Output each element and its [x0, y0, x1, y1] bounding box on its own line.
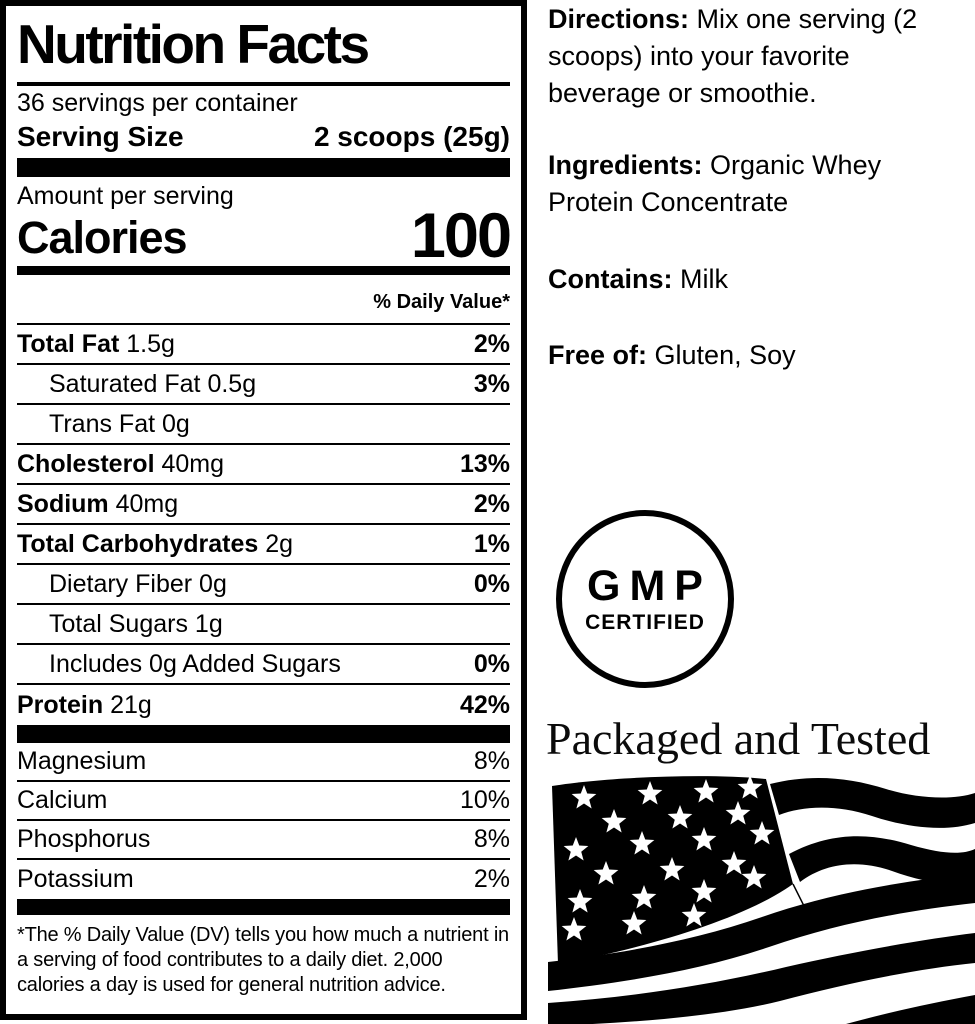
daily-value-footnote: *The % Daily Value (DV) tells you how mu…: [17, 924, 509, 996]
nutrient-amount: 40mg: [161, 449, 225, 478]
ingredients-paragraph: Ingredients: Organic Whey Protein Concen…: [548, 147, 944, 221]
nutrient-dv: 0%: [473, 569, 510, 598]
packaged-and-tested-heading: Packaged and Tested: [546, 713, 931, 764]
amount-per-serving-label: Amount per serving: [17, 182, 234, 210]
mineral-name: Magnesium: [17, 747, 147, 775]
nutrient-amount: 0.5g: [207, 369, 257, 398]
calories-label: Calories: [17, 212, 188, 263]
nutrient-name: Sodium: [17, 489, 109, 518]
separator-bar: [17, 158, 510, 177]
mineral-row-potassium: Potassium 2%: [17, 860, 510, 899]
nutrient-name: Total Fat: [17, 329, 120, 358]
nutrient-row-sodium: Sodium 40mg 2%: [17, 485, 510, 525]
nutrient-row-added-sugars: Includes 0g Added Sugars 0%: [17, 645, 510, 685]
mineral-name: Phosphorus: [17, 825, 151, 853]
serving-size-label: Serving Size: [17, 121, 184, 152]
nutrient-dv: 2%: [473, 489, 510, 518]
nutrient-dv: 0%: [473, 649, 510, 678]
mineral-dv: 8%: [473, 825, 510, 853]
nutrient-row-total-sugars: Total Sugars 1g: [17, 605, 510, 645]
nutrition-facts-panel: Nutrition Facts 36 servings per containe…: [0, 0, 527, 1020]
nutrient-name: Includes 0g Added Sugars: [49, 649, 341, 678]
nutrient-name: Cholesterol: [17, 449, 155, 478]
nutrient-row-saturated-fat: Saturated Fat 0.5g 3%: [17, 365, 510, 405]
nutrient-amount: 2g: [265, 529, 294, 558]
nutrient-amount: 40mg: [115, 489, 179, 518]
daily-value-header: % Daily Value*: [17, 275, 510, 325]
mineral-dv: 2%: [473, 865, 510, 893]
directions-paragraph: Directions: Mix one serving (2 scoops) i…: [548, 1, 944, 112]
separator-bar: [17, 725, 510, 743]
separator-bar: [17, 899, 510, 915]
free-of-text: Gluten, Soy: [654, 340, 796, 370]
nutrient-amount: 1.5g: [126, 329, 175, 358]
mineral-dv: 8%: [473, 747, 510, 775]
free-of-paragraph: Free of: Gluten, Soy: [548, 337, 944, 374]
mineral-name: Potassium: [17, 865, 134, 893]
mineral-row-calcium: Calcium 10%: [17, 782, 510, 821]
nutrition-facts-title: Nutrition Facts: [17, 13, 370, 75]
title-rule: [17, 82, 510, 86]
nutrient-dv: 2%: [473, 329, 510, 358]
nutrient-name: Total Sugars: [49, 609, 188, 638]
nutrient-name: Dietary Fiber: [49, 569, 193, 598]
nutrient-row-total-carbohydrates: Total Carbohydrates 2g 1%: [17, 525, 510, 565]
directions-text: Mix one serving (2 scoops) into your fav…: [548, 4, 918, 108]
nutrient-name: Trans Fat: [49, 409, 156, 438]
calories-row: Calories 100: [17, 201, 512, 271]
nutrient-name: Saturated Fat: [49, 369, 201, 398]
nutrient-row-trans-fat: Trans Fat 0g: [17, 405, 510, 445]
contains-paragraph: Contains: Milk: [548, 261, 944, 298]
nutrient-row-dietary-fiber: Dietary Fiber 0g 0%: [17, 565, 510, 605]
mineral-dv: 10%: [459, 786, 510, 814]
contains-label: Contains:: [548, 264, 673, 294]
us-flag-svg: [548, 775, 975, 1024]
nutrient-dv: 42%: [459, 690, 510, 719]
nutrient-name: Total Carbohydrates: [17, 529, 259, 558]
nutrient-amount: 0g: [162, 409, 190, 438]
mineral-row-magnesium: Magnesium 8%: [17, 743, 510, 782]
nutrient-amount: 0g: [199, 569, 227, 598]
contains-text: Milk: [680, 264, 729, 294]
serving-size-value: 2 scoops (25g): [313, 121, 510, 152]
gmp-badge-title: GMP: [587, 561, 712, 610]
serving-size-row: Serving Size 2 scoops (25g): [17, 119, 510, 155]
calories-value: 100: [410, 201, 512, 271]
ingredients-label: Ingredients:: [548, 150, 703, 180]
nutrient-name: Protein: [17, 690, 104, 719]
servings-per-container: 36 servings per container: [17, 89, 298, 117]
nutrient-dv: 13%: [459, 449, 510, 478]
nutrient-amount: 1g: [194, 609, 223, 638]
nutrient-dv: 3%: [473, 369, 510, 398]
nutrient-row-protein: Protein 21g 42%: [17, 685, 510, 725]
gmp-certified-badge-icon: GMP CERTIFIED: [556, 510, 734, 688]
directions-label: Directions:: [548, 4, 690, 34]
us-flag-icon: [548, 772, 975, 1024]
mineral-row-phosphorus: Phosphorus 8%: [17, 821, 510, 860]
nutrient-dv: 1%: [473, 529, 510, 558]
separator-bar: [17, 266, 510, 275]
ingredients-text: Organic Whey Protein Concentrate: [548, 150, 882, 217]
nutrient-amount: 21g: [110, 690, 152, 719]
gmp-badge-subtitle: CERTIFIED: [585, 610, 705, 634]
nutrient-row-cholesterol: Cholesterol 40mg 13%: [17, 445, 510, 485]
free-of-label: Free of:: [548, 340, 648, 370]
mineral-name: Calcium: [17, 786, 108, 814]
nutrient-row-total-fat: Total Fat 1.5g 2%: [17, 325, 510, 365]
